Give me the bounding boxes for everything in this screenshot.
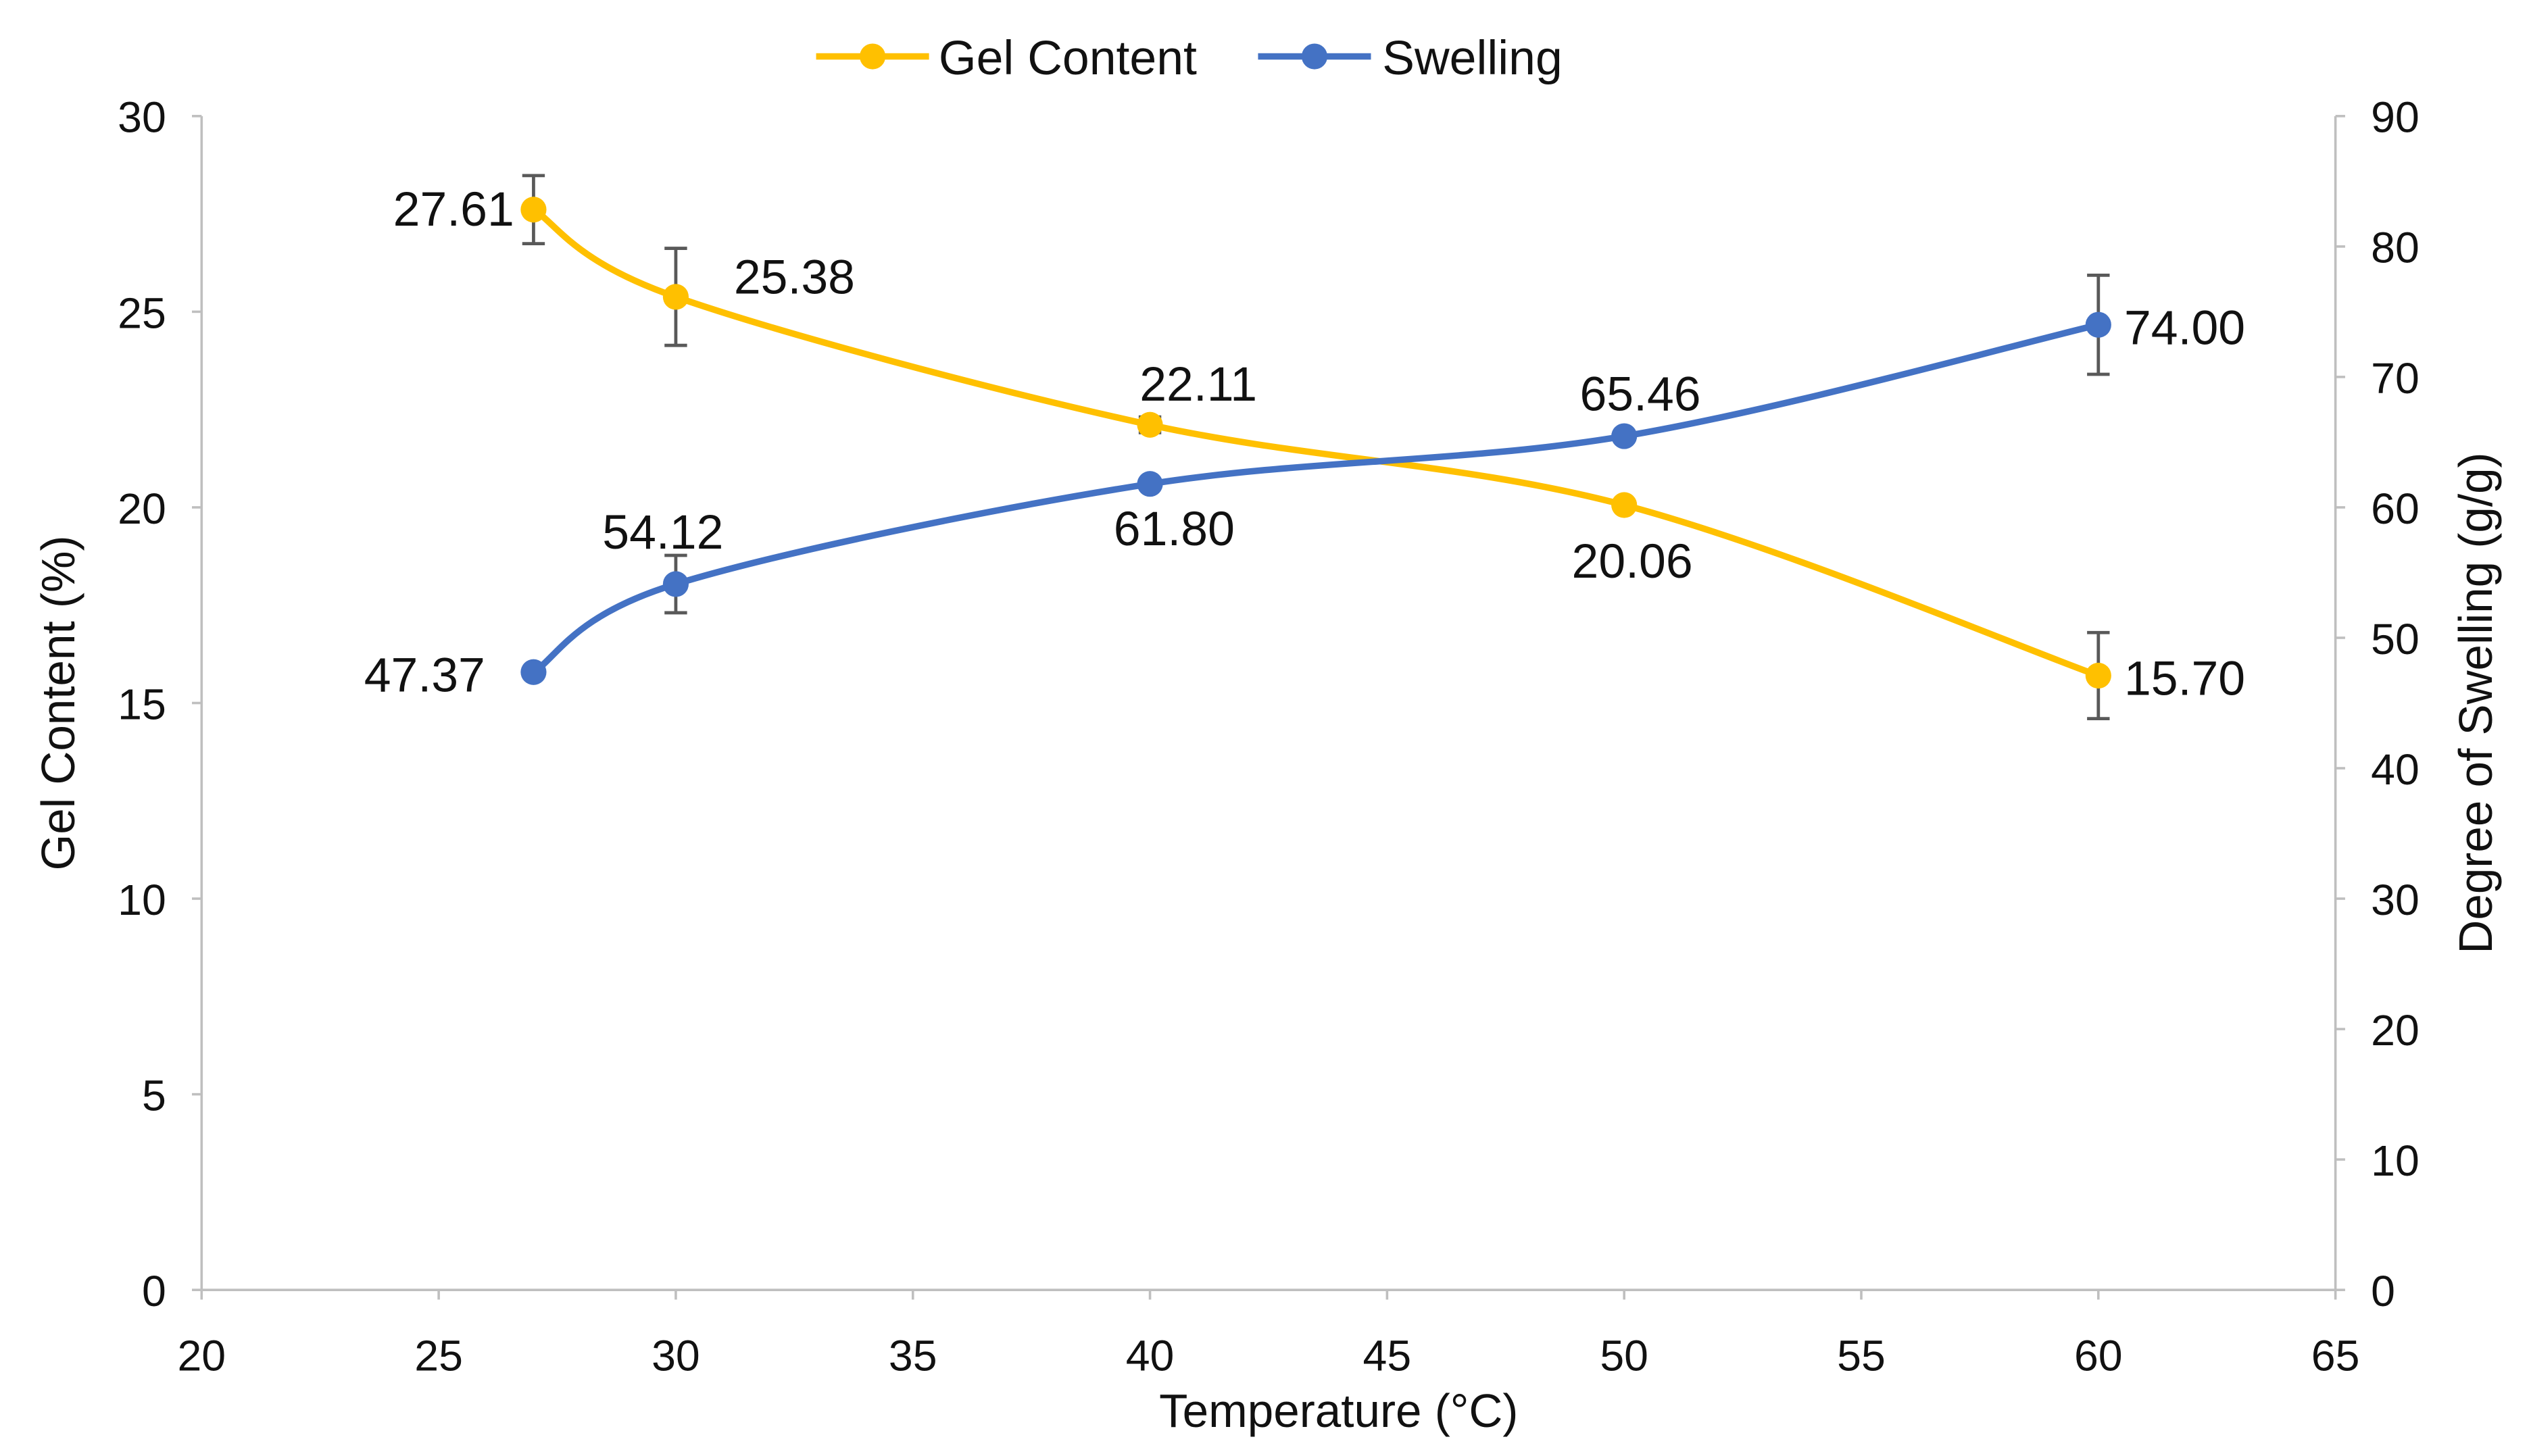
y2-tick-label: 50 (2371, 615, 2420, 663)
y2-tick-label: 70 (2371, 354, 2420, 403)
x-tick-label: 50 (1600, 1332, 1648, 1380)
data-label-gel-content: 22.11 (1139, 357, 1257, 411)
data-point-swelling (1137, 471, 1163, 497)
x-tick-label: 45 (1363, 1332, 1412, 1380)
y-tick-label: 20 (118, 484, 166, 533)
data-label-swelling: 54.12 (602, 505, 723, 559)
y-axis-title: Gel Content (%) (32, 535, 84, 870)
y2-tick-label: 90 (2371, 93, 2420, 142)
y2-tick-label: 30 (2371, 876, 2420, 924)
data-point-gel-content (520, 197, 547, 223)
legend-marker-swelling (1301, 43, 1328, 70)
legend: Gel Content Swelling (816, 31, 1563, 85)
y2-tick-label: 80 (2371, 224, 2420, 272)
x-axis-title: Temperature (°C) (1159, 1384, 1518, 1437)
y-tick-label: 30 (118, 93, 166, 142)
data-label-gel-content: 27.61 (393, 182, 514, 236)
data-label-swelling: 61.80 (1114, 502, 1235, 556)
axes: 20 25 30 35 40 45 50 55 60 6505101520253001020304… (118, 93, 2420, 1380)
y-tick-label: 15 (118, 680, 166, 728)
data-point-gel-content (1137, 411, 1163, 438)
x-tick-label: 25 (414, 1332, 463, 1380)
legend-label-swelling: Swelling (1382, 31, 1563, 85)
legend-label-gel-content: Gel Content (939, 31, 1197, 85)
data-point-swelling (1611, 423, 1638, 449)
y2-tick-label: 40 (2371, 745, 2420, 794)
y-tick-label: 5 (142, 1071, 166, 1120)
data-label-gel-content: 20.06 (1572, 534, 1693, 588)
y2-tick-label: 0 (2371, 1267, 2395, 1315)
data-point-swelling (2085, 311, 2111, 338)
data-label-swelling: 74.00 (2124, 301, 2245, 355)
y2-tick-label: 10 (2371, 1136, 2420, 1185)
data-label-gel-content: 25.38 (734, 251, 855, 305)
series-line-swelling (531, 322, 2099, 675)
y2-tick-label: 60 (2371, 484, 2420, 533)
x-tick-label: 65 (2311, 1332, 2360, 1380)
x-tick-label: 60 (2074, 1332, 2123, 1380)
data-label-gel-content: 15.70 (2124, 652, 2245, 706)
y-tick-label: 25 (118, 288, 166, 337)
y-tick-label: 0 (142, 1267, 166, 1315)
legend-marker-gel-content (859, 43, 886, 70)
plot-area: 27.61 25.38 22.11 20.06 15.70 47.37 54.12 61.80… (364, 174, 2245, 721)
data-point-gel-content (1611, 492, 1638, 518)
y2-axis-title: Degree of Swelling (g/g) (2449, 452, 2502, 953)
x-tick-label: 55 (1837, 1332, 1886, 1380)
x-tick-label: 35 (889, 1332, 937, 1380)
x-tick-label: 30 (652, 1332, 700, 1380)
data-point-gel-content (662, 284, 689, 310)
y2-tick-label: 20 (2371, 1006, 2420, 1055)
data-point-swelling (662, 571, 689, 597)
y-tick-label: 10 (118, 876, 166, 924)
data-label-swelling: 65.46 (1579, 367, 1700, 421)
data-point-gel-content (2085, 662, 2111, 689)
data-point-swelling (520, 659, 547, 685)
data-label-swelling: 47.37 (364, 648, 485, 702)
x-tick-label: 40 (1126, 1332, 1175, 1380)
x-tick-label: 20 (177, 1332, 226, 1380)
